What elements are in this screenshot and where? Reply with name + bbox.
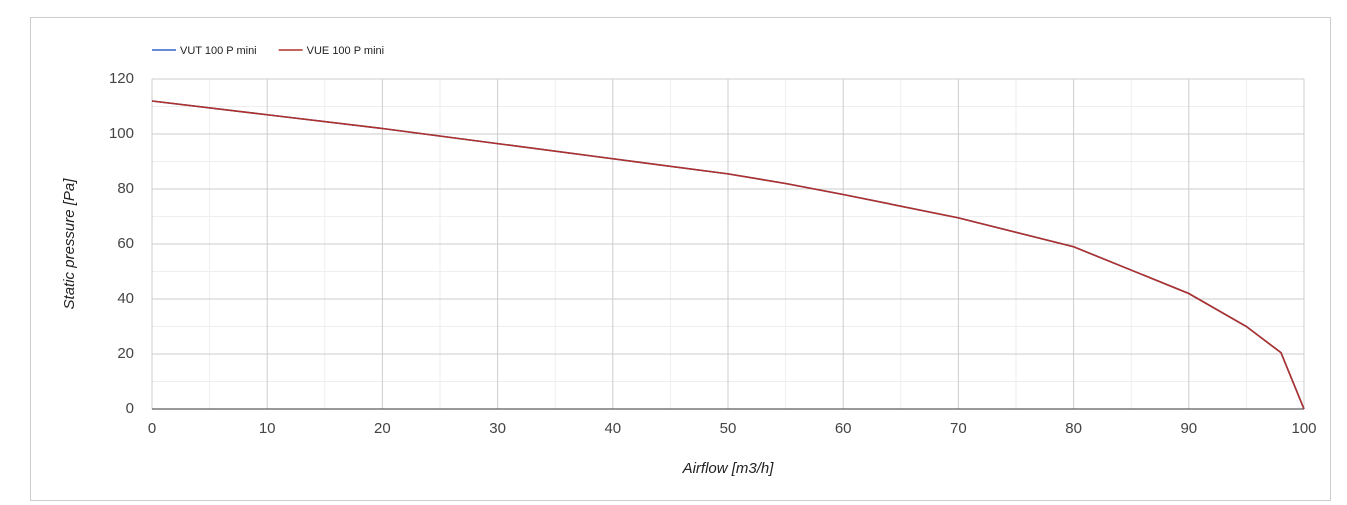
- x-tick-label: 10: [259, 420, 276, 437]
- x-tick-label: 0: [148, 420, 156, 437]
- legend-label: VUT 100 P mini: [180, 45, 257, 57]
- x-tick-label: 50: [720, 420, 737, 437]
- x-tick-label: 60: [835, 420, 852, 437]
- x-tick-label: 40: [604, 420, 621, 437]
- x-tick-label: 70: [950, 420, 967, 437]
- y-tick-label: 80: [117, 180, 134, 197]
- x-tick-label: 90: [1180, 420, 1197, 437]
- chart-frame: [30, 17, 1331, 501]
- legend-label: VUE 100 P mini: [307, 45, 384, 57]
- x-tick-label: 20: [374, 420, 391, 437]
- y-tick-label: 60: [117, 235, 134, 252]
- x-axis-title: Airflow [m3/h]: [682, 460, 775, 477]
- x-tick-label: 100: [1291, 420, 1316, 437]
- y-tick-label: 40: [117, 290, 134, 307]
- y-tick-label: 120: [109, 70, 134, 87]
- y-tick-label: 0: [126, 400, 134, 417]
- x-tick-label: 80: [1065, 420, 1082, 437]
- y-tick-label: 20: [117, 345, 134, 362]
- x-tick-label: 30: [489, 420, 506, 437]
- series-line: [151, 100, 1305, 410]
- y-axis-title: Static pressure [Pa]: [61, 178, 78, 310]
- y-tick-label: 100: [109, 125, 134, 142]
